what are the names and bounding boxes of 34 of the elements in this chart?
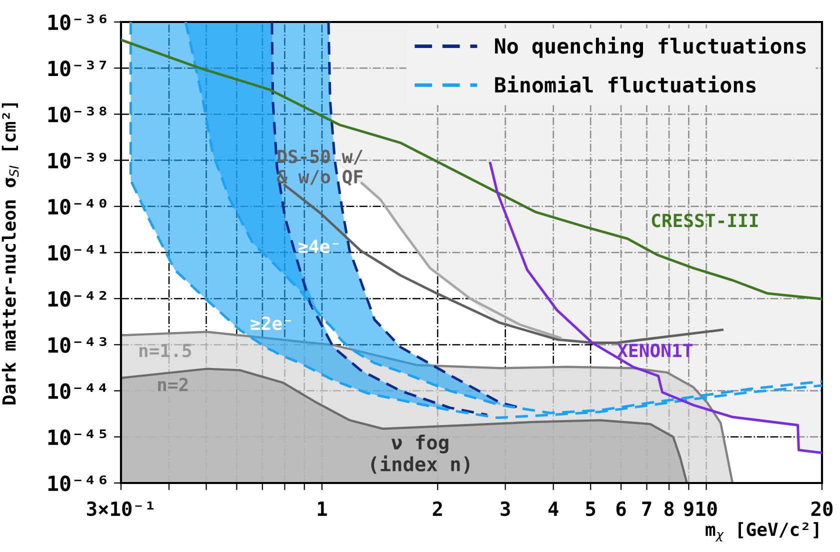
y-tick-label: 10⁻⁴⁵ (48, 429, 106, 446)
x-tick-label: 2 (432, 501, 442, 516)
y-tick-label: 10⁻³⁷ (48, 60, 106, 76)
x-tick-label: 9 (684, 502, 694, 516)
y-tick-label: 10⁻⁴⁴ (48, 383, 106, 400)
x-tick-label: 4 (548, 502, 558, 516)
y-tick-label: 10⁻³⁸ (48, 106, 106, 122)
y-tick-label: 10⁻⁴³ (48, 337, 106, 353)
series-label: n=2 (158, 378, 188, 392)
annotation: ≥4e⁻ (298, 240, 339, 254)
series-label: CRESST-III (652, 214, 758, 228)
legend-label: Binomial fluctuations (495, 75, 756, 93)
annotation: ν fog (index n) (371, 434, 470, 474)
x-tick-label: 6 (616, 501, 626, 516)
x-tick-label: 8 (664, 501, 674, 516)
y-tick-label: 10⁻⁴⁰ (48, 198, 106, 215)
y-tick-label: 10⁻³⁶ (48, 14, 106, 30)
x-tick-label: 3 (500, 501, 510, 516)
legend-label: No quenching fluctuations (495, 36, 806, 58)
y-tick-label: 10⁻⁴¹ (48, 244, 106, 261)
x-tick-label: 10 (696, 501, 717, 516)
x-tick-label: 5 (586, 502, 596, 516)
x-tick-label: 20 (811, 501, 833, 516)
series-label: XENON1T (617, 344, 692, 358)
x-axis-title: m$_{χ}$ [GeV/c²] (706, 522, 818, 542)
x-tick-label: 3×10⁻¹ (87, 501, 154, 516)
annotation: ≥2e⁻ (250, 316, 292, 330)
y-tick-label: 10⁻⁴⁶ (48, 475, 106, 492)
x-tick-label: 7 (642, 502, 652, 516)
text: Dark matter-nucleon σ$_{SI}$ [cm²] (2, 103, 19, 404)
x-tick-label: 1 (318, 502, 327, 516)
y-tick-label: 10⁻³⁹ (48, 152, 106, 169)
y-tick-label: 10⁻⁴² (48, 291, 106, 307)
series-label: n=1.5 (140, 344, 192, 358)
